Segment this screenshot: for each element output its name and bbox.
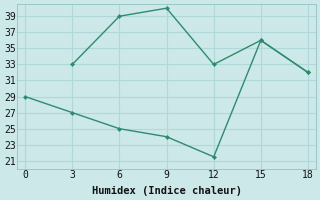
X-axis label: Humidex (Indice chaleur): Humidex (Indice chaleur) <box>92 186 242 196</box>
